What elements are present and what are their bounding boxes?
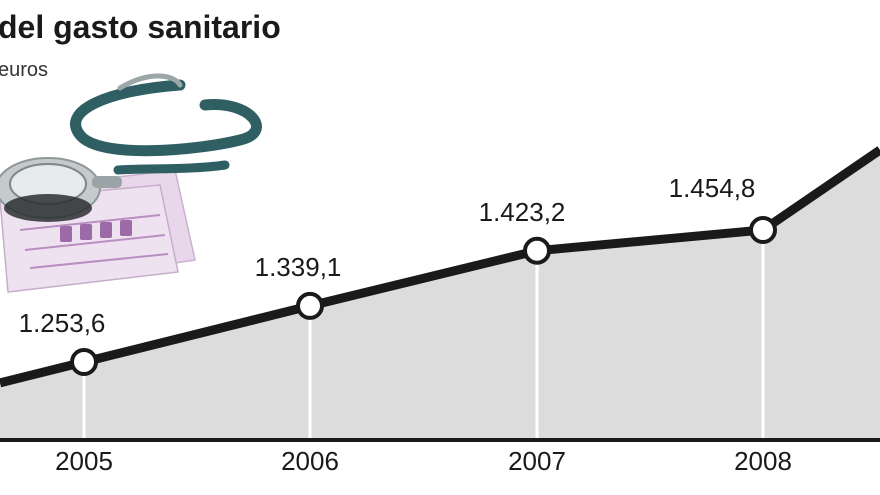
x-tick-2007: 2007	[508, 446, 566, 476]
data-label-2008: 1.454,8	[669, 173, 756, 203]
marker-layer	[70, 216, 777, 376]
data-point-2005	[70, 348, 98, 376]
unit-label: euros	[0, 59, 48, 81]
data-point-2006	[296, 291, 324, 320]
data-point-2007	[523, 236, 551, 265]
x-tick-2006: 2006	[281, 446, 339, 476]
x-tick-2005: 2005	[55, 446, 113, 476]
data-label-2005: 1.253,6	[19, 308, 106, 338]
series-line	[0, 146, 880, 388]
data-point-2008	[749, 216, 777, 244]
chart-title: del gasto sanitario	[0, 9, 281, 45]
data-label-2007: 1.423,2	[479, 197, 566, 227]
x-tick-2008: 2008	[734, 446, 792, 476]
area-fill	[0, 150, 880, 440]
stethoscope-on-euro-banknotes-icon	[0, 73, 262, 293]
data-label-2006: 1.339,1	[255, 252, 342, 282]
area-layer	[0, 146, 880, 440]
